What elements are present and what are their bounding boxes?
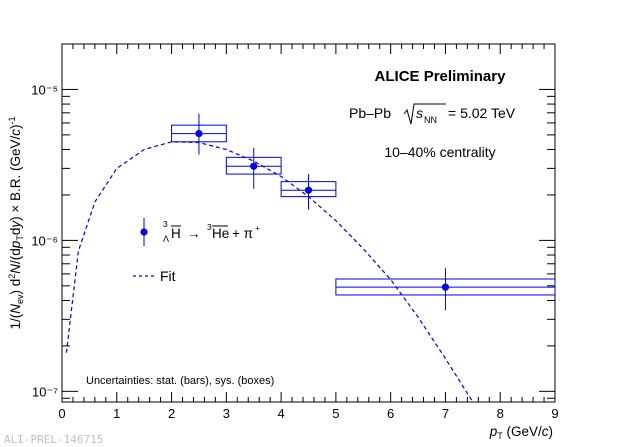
- uncertainties-note: Uncertainties: stat. (bars), sys. (boxes…: [86, 375, 274, 387]
- x-tick-label: 3: [223, 406, 230, 421]
- svg-text:NN: NN: [424, 115, 437, 125]
- y-tick-label: 10⁻⁵: [31, 82, 58, 97]
- y-axis-label: 1/(Nev) d2N/(dpTdy) × B.R. (GeV/c)-1: [7, 116, 25, 329]
- svg-text:+ π: + π: [232, 226, 253, 241]
- svg-text:Λ: Λ: [163, 234, 169, 244]
- y-axis-ticks: 10⁻⁷ 10⁻⁶ 10⁻⁵: [31, 43, 555, 399]
- x-tick-label: 6: [387, 406, 394, 421]
- svg-text:He: He: [212, 226, 229, 241]
- data-point: [280, 174, 337, 210]
- legend-marker-data: [140, 218, 148, 246]
- point-marker: [195, 129, 203, 138]
- x-tick-label: 7: [442, 406, 449, 421]
- svg-text:3: 3: [207, 222, 212, 232]
- data-points-group: [171, 113, 556, 311]
- y-tick-label: 10⁻⁷: [32, 384, 58, 399]
- x-axis-label: pT (GeV/c): [489, 424, 553, 441]
- x-tick-label: 1: [113, 406, 120, 421]
- svg-text:→: →: [187, 226, 201, 241]
- x-tick-label: 5: [332, 406, 339, 421]
- chart-title: ALICE Preliminary: [375, 68, 507, 85]
- svg-text:3: 3: [163, 219, 168, 229]
- svg-text:Pb–Pb: Pb–Pb: [349, 105, 391, 121]
- data-point: [171, 113, 227, 155]
- data-point: [225, 147, 282, 189]
- x-tick-label: 2: [168, 406, 175, 421]
- svg-text:H: H: [171, 226, 181, 241]
- point-marker: [441, 283, 450, 291]
- preliminary-tag: ALI-PREL-146715: [4, 433, 103, 446]
- svg-text:+: +: [255, 223, 260, 233]
- fit-curve-group: [65, 141, 474, 403]
- collision-system-label: Pb–Pb s NN = 5.02 TeV: [349, 103, 516, 125]
- svg-text:= 5.02 TeV: = 5.02 TeV: [448, 105, 516, 121]
- point-marker: [250, 162, 258, 170]
- legend-label-data: 3 Λ H → 3 He + π +: [163, 219, 260, 244]
- plot-frame: [61, 43, 556, 403]
- x-tick-label: 0: [58, 406, 65, 421]
- fit-curve: [65, 141, 474, 403]
- legend: 3 Λ H → 3 He + π + Fit: [133, 218, 260, 284]
- centrality-label: 10–40% centrality: [384, 144, 495, 160]
- x-tick-label: 4: [277, 406, 284, 421]
- point-marker: [304, 186, 313, 194]
- svg-text:s: s: [416, 105, 423, 121]
- data-point: [335, 268, 556, 311]
- x-tick-label: 8: [497, 406, 504, 421]
- x-axis-ticks: 0 1 2 3 4 5 6 7 8 9: [58, 44, 559, 421]
- y-tick-label: 10⁻⁶: [31, 233, 58, 248]
- x-tick-label: 9: [551, 406, 558, 421]
- legend-label-fit: Fit: [160, 268, 176, 284]
